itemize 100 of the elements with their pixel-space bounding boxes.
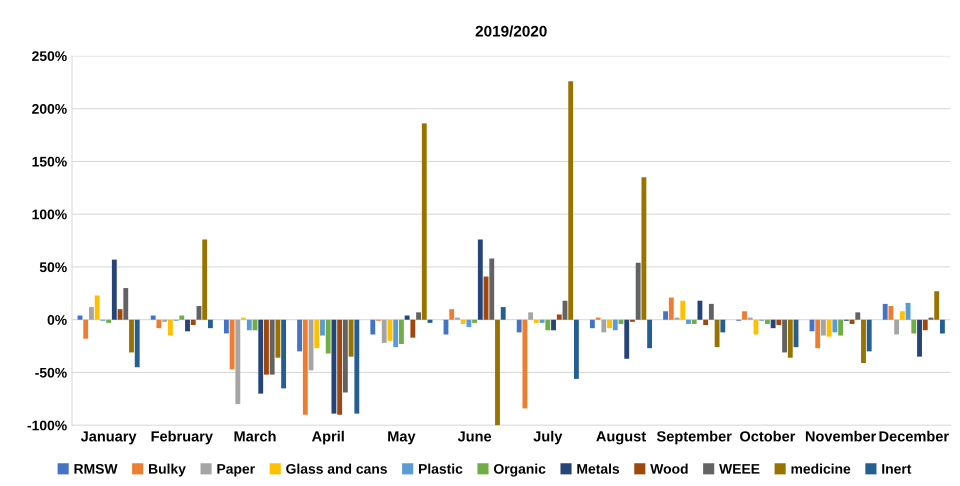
bar	[568, 81, 574, 320]
bar	[917, 320, 922, 357]
bar	[754, 320, 758, 334]
bar	[129, 320, 134, 352]
y-tick-label: -50%	[35, 368, 67, 378]
bar	[906, 302, 911, 320]
bar	[500, 307, 506, 320]
bar	[697, 300, 702, 320]
bar	[782, 320, 787, 352]
bar	[922, 320, 928, 330]
bar	[562, 300, 568, 320]
y-tick-label: -100%	[28, 420, 67, 430]
bar	[647, 320, 652, 348]
bar	[850, 320, 854, 324]
bar	[118, 309, 122, 320]
bar	[466, 320, 472, 328]
bar	[714, 320, 720, 348]
legend-label: Plastic	[419, 464, 462, 474]
bar	[826, 320, 832, 337]
bar	[78, 315, 82, 320]
bar	[297, 320, 302, 352]
legend-label: Paper	[217, 464, 255, 477]
bar	[416, 312, 421, 320]
bar	[422, 123, 427, 320]
x-tick-label: April	[312, 430, 344, 444]
legend-label: WEEE	[719, 464, 760, 474]
bar	[894, 320, 900, 334]
bar	[742, 311, 747, 320]
bar	[275, 320, 280, 358]
y-tick-label: 50%	[40, 262, 67, 272]
bar	[264, 320, 269, 375]
bar	[911, 320, 916, 334]
bar	[612, 320, 618, 330]
bar	[196, 306, 202, 320]
bar	[551, 320, 556, 330]
bar	[83, 320, 88, 339]
bar	[185, 320, 190, 332]
bar	[861, 320, 866, 363]
bar	[703, 320, 708, 325]
bar	[230, 320, 235, 370]
bar	[607, 320, 612, 328]
bar	[764, 320, 770, 324]
x-tick-label: March	[234, 430, 276, 442]
bar	[460, 320, 466, 324]
bar	[866, 320, 872, 352]
bar	[788, 320, 793, 358]
bar	[302, 320, 308, 415]
bar	[489, 258, 494, 320]
bar	[720, 320, 726, 332]
bar	[686, 320, 691, 324]
bar	[428, 320, 432, 323]
bar	[449, 309, 454, 320]
bar	[320, 320, 325, 336]
x-tick-label: September	[656, 430, 732, 444]
bar	[692, 320, 697, 324]
bar	[252, 320, 258, 330]
bar	[934, 291, 940, 320]
bar	[472, 320, 478, 323]
x-tick-label: May	[388, 431, 416, 444]
legend-label: Glass and cans	[286, 464, 387, 474]
x-tick-label: February	[152, 430, 213, 444]
bar	[106, 320, 112, 323]
y-tick-label: 150%	[32, 156, 67, 167]
bar	[354, 320, 360, 414]
legend-label: Metals	[577, 464, 620, 474]
bar	[410, 320, 416, 338]
y-tick-label: 100%	[32, 210, 67, 220]
bar	[404, 315, 410, 320]
x-tick-label: July	[533, 430, 562, 444]
bar	[528, 312, 534, 320]
bar	[370, 320, 376, 334]
bar	[246, 320, 252, 330]
bar	[398, 320, 404, 344]
bar	[342, 320, 348, 393]
bar	[838, 320, 844, 336]
bar	[663, 311, 668, 320]
bar	[601, 320, 606, 332]
bar	[478, 240, 483, 320]
bar	[326, 320, 331, 354]
bar	[888, 306, 894, 320]
bar	[314, 320, 320, 348]
bar	[545, 320, 550, 330]
bar	[940, 320, 945, 334]
bar	[821, 320, 826, 336]
bar	[900, 311, 905, 320]
bar	[641, 177, 646, 320]
legend-label: Bulky	[149, 464, 186, 477]
bar	[444, 320, 448, 334]
bar	[270, 320, 275, 375]
bar	[134, 320, 140, 368]
bar	[495, 320, 500, 426]
bar	[624, 320, 630, 359]
bar	[235, 320, 240, 404]
bar	[680, 300, 686, 320]
x-tick-label: December	[880, 430, 949, 442]
chart-title: 2019/2020	[476, 25, 547, 37]
bar	[668, 298, 674, 320]
bar	[636, 262, 641, 320]
bar	[794, 320, 798, 348]
bar	[810, 320, 814, 332]
